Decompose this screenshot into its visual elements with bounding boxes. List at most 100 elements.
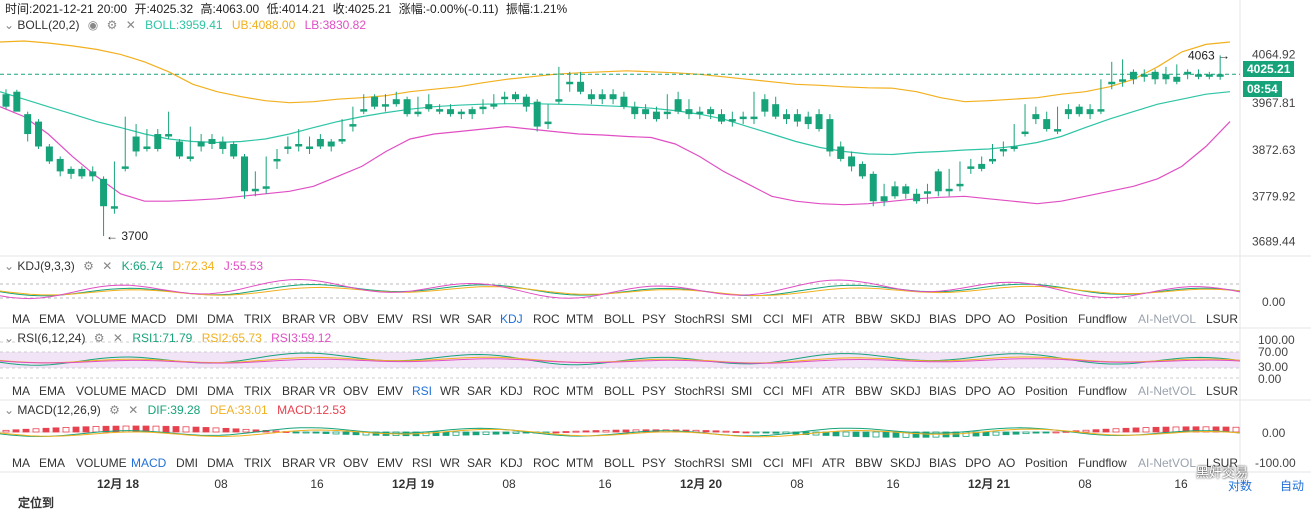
indicator-tab-lsur[interactable]: LSUR [1206, 384, 1239, 398]
indicator-tab-skdj[interactable]: SKDJ [890, 384, 921, 398]
auto-scale-button[interactable]: 自动 [1280, 479, 1305, 493]
indicator-tab-mtm[interactable]: MTM [566, 312, 594, 326]
indicator-tab-wr[interactable]: WR [440, 384, 460, 398]
indicator-tab-dmi[interactable]: DMI [176, 312, 198, 326]
indicator-tab-volume[interactable]: VOLUME [76, 312, 127, 326]
indicator-tab-volume[interactable]: VOLUME [76, 384, 127, 398]
indicator-tab-mtm[interactable]: MTM [566, 384, 594, 398]
settings-icon[interactable]: ⚙ [106, 18, 118, 32]
indicator-tab-position[interactable]: Position [1025, 456, 1068, 470]
indicator-tab-ma[interactable]: MA [12, 312, 30, 326]
indicator-tab-stochrsi[interactable]: StochRSI [674, 312, 725, 326]
indicator-tab-kdj[interactable]: KDJ [500, 456, 523, 470]
indicator-tab-trix[interactable]: TRIX [244, 384, 272, 398]
indicator-tab-position[interactable]: Position [1025, 384, 1068, 398]
indicator-tab-stochrsi[interactable]: StochRSI [674, 384, 725, 398]
indicator-tab-fundflow[interactable]: Fundflow [1078, 384, 1127, 398]
indicator-tab-mfi[interactable]: MFI [792, 312, 813, 326]
indicator-tab-skdj[interactable]: SKDJ [890, 312, 921, 326]
settings-icon[interactable]: ⚙ [83, 259, 94, 273]
indicator-tab-sar[interactable]: SAR [467, 456, 492, 470]
indicator-tab-bias[interactable]: BIAS [929, 312, 957, 326]
indicator-tab-vr[interactable]: VR [319, 456, 336, 470]
indicator-tab-obv[interactable]: OBV [343, 456, 369, 470]
indicator-tab-rsi[interactable]: RSI [412, 312, 433, 326]
indicator-tab-volume[interactable]: VOLUME [76, 456, 127, 470]
indicator-tab-macd[interactable]: MACD [131, 312, 167, 326]
indicator-tab-ma[interactable]: MA [12, 384, 30, 398]
indicator-tab-smi[interactable]: SMI [731, 456, 753, 470]
indicator-tab-psy[interactable]: PSY [642, 312, 667, 326]
indicator-tab-cci[interactable]: CCI [763, 456, 784, 470]
indicator-tab-roc[interactable]: ROC [533, 456, 560, 470]
indicator-tab-atr[interactable]: ATR [822, 312, 846, 326]
indicator-tab-stochrsi[interactable]: StochRSI [674, 456, 725, 470]
close-icon[interactable]: ✕ [125, 18, 136, 32]
indicator-tab-dpo[interactable]: DPO [965, 312, 992, 326]
indicator-tab-dma[interactable]: DMA [207, 384, 234, 398]
locate-button[interactable]: 定位到 [18, 494, 54, 511]
indicator-tab-sar[interactable]: SAR [467, 312, 492, 326]
indicator-tab-macd[interactable]: MACD [131, 456, 167, 470]
indicator-tab-emv[interactable]: EMV [377, 312, 404, 326]
indicator-tab-macd[interactable]: MACD [131, 384, 167, 398]
indicator-tab-dma[interactable]: DMA [207, 456, 234, 470]
indicator-tab-emv[interactable]: EMV [377, 456, 404, 470]
indicator-tab-rsi[interactable]: RSI [412, 384, 433, 398]
indicator-tab-vr[interactable]: VR [319, 312, 336, 326]
settings-icon[interactable]: ⚙ [93, 331, 105, 345]
indicator-tab-brar[interactable]: BRAR [282, 456, 316, 470]
indicator-tab-obv[interactable]: OBV [343, 384, 369, 398]
settings-icon[interactable]: ⚙ [109, 403, 120, 417]
collapse-icon[interactable]: ⌄ [4, 18, 15, 32]
indicator-tab-ai-netvol[interactable]: AI-NetVOL [1138, 384, 1197, 398]
indicator-tab-ema[interactable]: EMA [39, 312, 66, 326]
eye-icon[interactable]: ◉ [87, 18, 99, 32]
indicator-tab-boll[interactable]: BOLL [604, 384, 635, 398]
indicator-tab-bias[interactable]: BIAS [929, 384, 957, 398]
indicator-tab-psy[interactable]: PSY [642, 456, 667, 470]
indicator-tab-obv[interactable]: OBV [343, 312, 369, 326]
indicator-tab-vr[interactable]: VR [319, 384, 336, 398]
indicator-tab-bbw[interactable]: BBW [855, 312, 883, 326]
indicator-tab-skdj[interactable]: SKDJ [890, 456, 921, 470]
indicator-tab-cci[interactable]: CCI [763, 384, 784, 398]
indicator-tab-ema[interactable]: EMA [39, 456, 66, 470]
indicator-tab-rsi[interactable]: RSI [412, 456, 433, 470]
indicator-tab-atr[interactable]: ATR [822, 384, 846, 398]
indicator-tab-brar[interactable]: BRAR [282, 312, 316, 326]
indicator-tab-trix[interactable]: TRIX [244, 456, 272, 470]
indicator-tab-cci[interactable]: CCI [763, 312, 784, 326]
collapse-icon[interactable]: ⌄ [4, 331, 15, 345]
indicator-tab-dma[interactable]: DMA [207, 312, 234, 326]
indicator-tab-boll[interactable]: BOLL [604, 312, 635, 326]
indicator-tab-dpo[interactable]: DPO [965, 384, 992, 398]
indicator-tab-ma[interactable]: MA [12, 456, 30, 470]
indicator-tab-smi[interactable]: SMI [731, 384, 753, 398]
close-icon[interactable]: ✕ [102, 259, 113, 273]
indicator-tab-fundflow[interactable]: Fundflow [1078, 312, 1127, 326]
collapse-icon[interactable]: ⌄ [4, 259, 15, 273]
indicator-tab-ema[interactable]: EMA [39, 384, 66, 398]
indicator-tab-lsur[interactable]: LSUR [1206, 456, 1239, 470]
close-icon[interactable]: ✕ [128, 403, 139, 417]
indicator-tab-position[interactable]: Position [1025, 312, 1068, 326]
indicator-tab-ao[interactable]: AO [998, 312, 1016, 326]
indicator-tab-wr[interactable]: WR [440, 312, 460, 326]
indicator-tab-mtm[interactable]: MTM [566, 456, 594, 470]
indicator-tab-mfi[interactable]: MFI [792, 456, 813, 470]
indicator-tab-wr[interactable]: WR [440, 456, 460, 470]
indicator-tab-roc[interactable]: ROC [533, 384, 560, 398]
indicator-tab-dmi[interactable]: DMI [176, 456, 198, 470]
indicator-tab-ai-netvol[interactable]: AI-NetVOL [1138, 312, 1197, 326]
indicator-tab-ao[interactable]: AO [998, 384, 1016, 398]
indicator-tab-bias[interactable]: BIAS [929, 456, 957, 470]
indicator-tab-mfi[interactable]: MFI [792, 384, 813, 398]
indicator-tab-emv[interactable]: EMV [377, 384, 404, 398]
indicator-tab-smi[interactable]: SMI [731, 312, 753, 326]
indicator-tab-bbw[interactable]: BBW [855, 384, 883, 398]
indicator-tab-roc[interactable]: ROC [533, 312, 560, 326]
indicator-tab-trix[interactable]: TRIX [244, 312, 272, 326]
indicator-tab-fundflow[interactable]: Fundflow [1078, 456, 1127, 470]
